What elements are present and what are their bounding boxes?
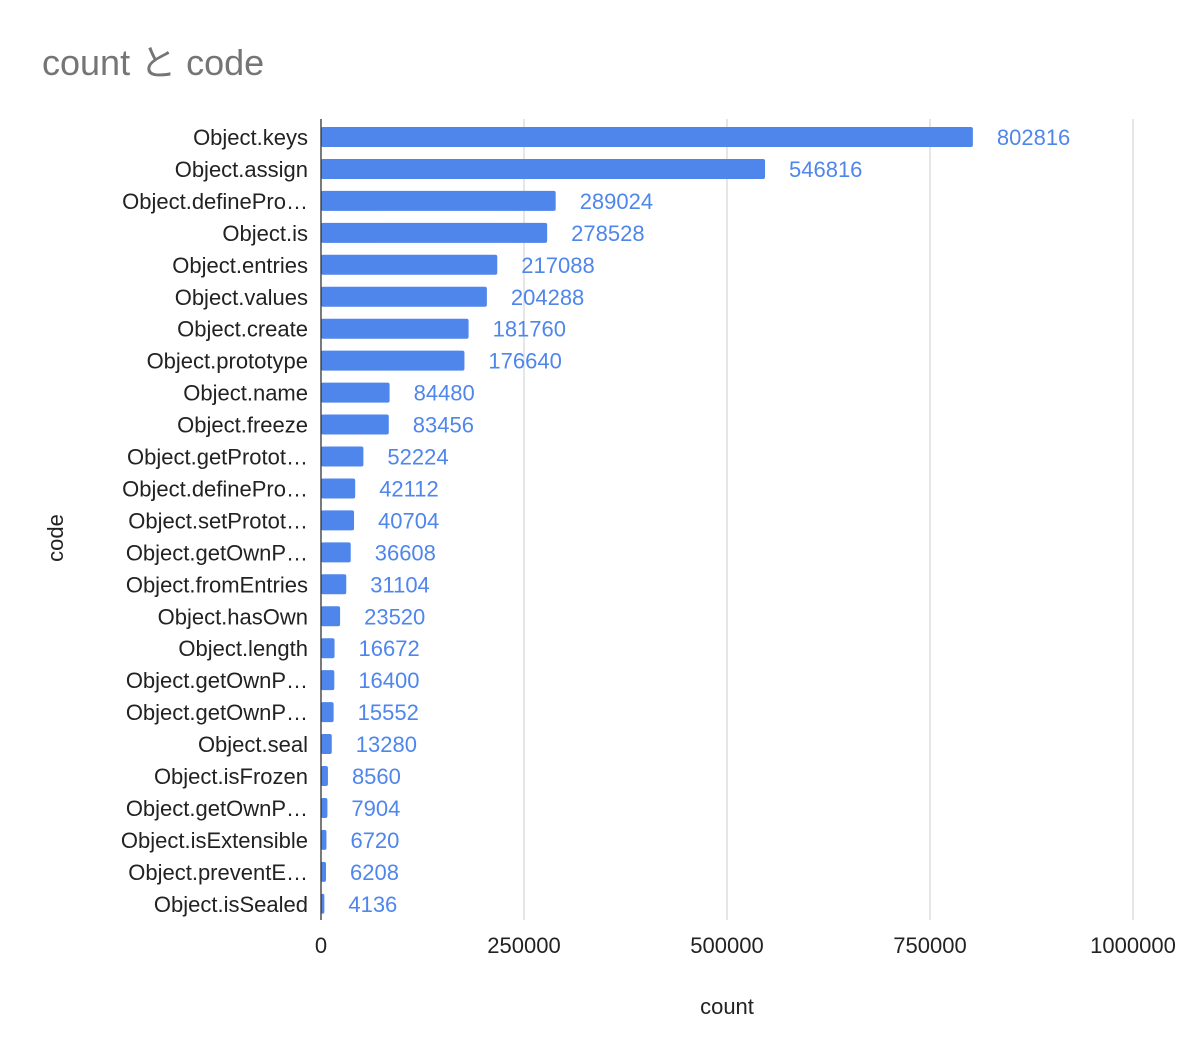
bar (321, 446, 364, 467)
data-label: 278528 (571, 221, 644, 246)
data-label: 204288 (511, 285, 584, 310)
data-label: 36608 (375, 540, 436, 565)
category-label: Object.is (222, 221, 308, 246)
bars (321, 127, 973, 914)
bar (321, 829, 327, 850)
x-tick-label: 1000000 (1090, 933, 1176, 958)
data-label: 15552 (358, 700, 419, 725)
data-label: 16672 (359, 636, 420, 661)
category-label: Object.name (183, 381, 308, 406)
data-label: 217088 (521, 253, 594, 278)
bar (321, 350, 465, 371)
category-label: Object.keys (193, 125, 308, 150)
category-label: Object.values (175, 285, 308, 310)
bar (321, 542, 351, 563)
category-label: Object.definePro… (122, 189, 308, 214)
x-tick-label: 500000 (690, 933, 763, 958)
category-label: Object.isFrozen (154, 764, 308, 789)
data-label: 181760 (493, 317, 566, 342)
bar (321, 190, 556, 211)
data-label: 16400 (358, 668, 419, 693)
bar (321, 478, 356, 499)
bar (321, 414, 389, 435)
data-label: 31104 (370, 572, 430, 597)
data-label: 42112 (379, 476, 439, 501)
data-labels: 802816 546816 289024 278528 217088 204288 1817… (348, 125, 1070, 917)
data-label: 546816 (789, 157, 862, 182)
category-label: Object.getOwnP… (126, 668, 308, 693)
category-label: Object.seal (198, 732, 308, 757)
data-label: 83456 (413, 413, 474, 438)
data-label: 84480 (414, 381, 475, 406)
data-label: 52224 (387, 445, 448, 470)
bar (321, 670, 335, 691)
category-label: Object.isExtensible (121, 828, 308, 853)
data-label: 8560 (352, 764, 401, 789)
data-label: 6208 (350, 860, 399, 885)
chart-title: count と code (42, 42, 265, 83)
bar (321, 638, 335, 659)
bar (321, 574, 347, 595)
data-label: 289024 (580, 189, 653, 214)
data-label: 176640 (488, 349, 561, 374)
data-label: 4136 (348, 892, 397, 917)
category-label: Object.definePro… (122, 476, 308, 501)
bar (321, 318, 469, 339)
category-label: Object.getOwnP… (126, 540, 308, 565)
bar (321, 861, 327, 882)
bar (321, 127, 973, 147)
bar (321, 893, 325, 914)
category-label: Object.create (177, 317, 308, 342)
bar (321, 510, 355, 531)
y-axis-title: code (43, 514, 68, 562)
category-label: Object.getProtot… (127, 445, 308, 470)
category-label: Object.freeze (177, 413, 308, 438)
category-label: Object.prototype (147, 349, 308, 374)
category-label: Object.isSealed (154, 892, 308, 917)
data-label: 40704 (378, 508, 439, 533)
bar (321, 766, 328, 786)
bar (321, 382, 390, 403)
bar (321, 734, 332, 755)
x-tick-label: 0 (315, 933, 327, 958)
bar (321, 254, 498, 275)
x-tick-labels: 0 250000 500000 750000 1000000 (315, 933, 1176, 958)
x-axis-title: count (700, 994, 754, 1019)
category-label: Object.preventE… (128, 860, 308, 885)
data-label: 23520 (364, 604, 425, 629)
bar (321, 797, 328, 818)
x-tick-label: 750000 (893, 933, 966, 958)
gridlines (523, 119, 1134, 920)
data-label: 7904 (351, 796, 400, 821)
category-label: Object.setProtot… (128, 508, 308, 533)
category-labels: Object.keys Object.assign Object.definePro… (121, 125, 308, 917)
category-label: Object.hasOwn (158, 604, 308, 629)
category-label: Object.entries (172, 253, 308, 278)
data-label: 6720 (350, 828, 399, 853)
bar (321, 286, 487, 307)
data-label: 802816 (997, 125, 1070, 150)
category-label: Object.fromEntries (126, 572, 308, 597)
x-tick-label: 250000 (487, 933, 560, 958)
category-label: Object.length (178, 636, 308, 661)
bar (321, 702, 334, 723)
bar (321, 606, 341, 627)
bar (321, 222, 548, 243)
category-label: Object.assign (175, 157, 308, 182)
category-label: Object.getOwnP… (126, 796, 308, 821)
data-label: 13280 (356, 732, 417, 757)
bar (321, 158, 766, 179)
category-label: Object.getOwnP… (126, 700, 308, 725)
